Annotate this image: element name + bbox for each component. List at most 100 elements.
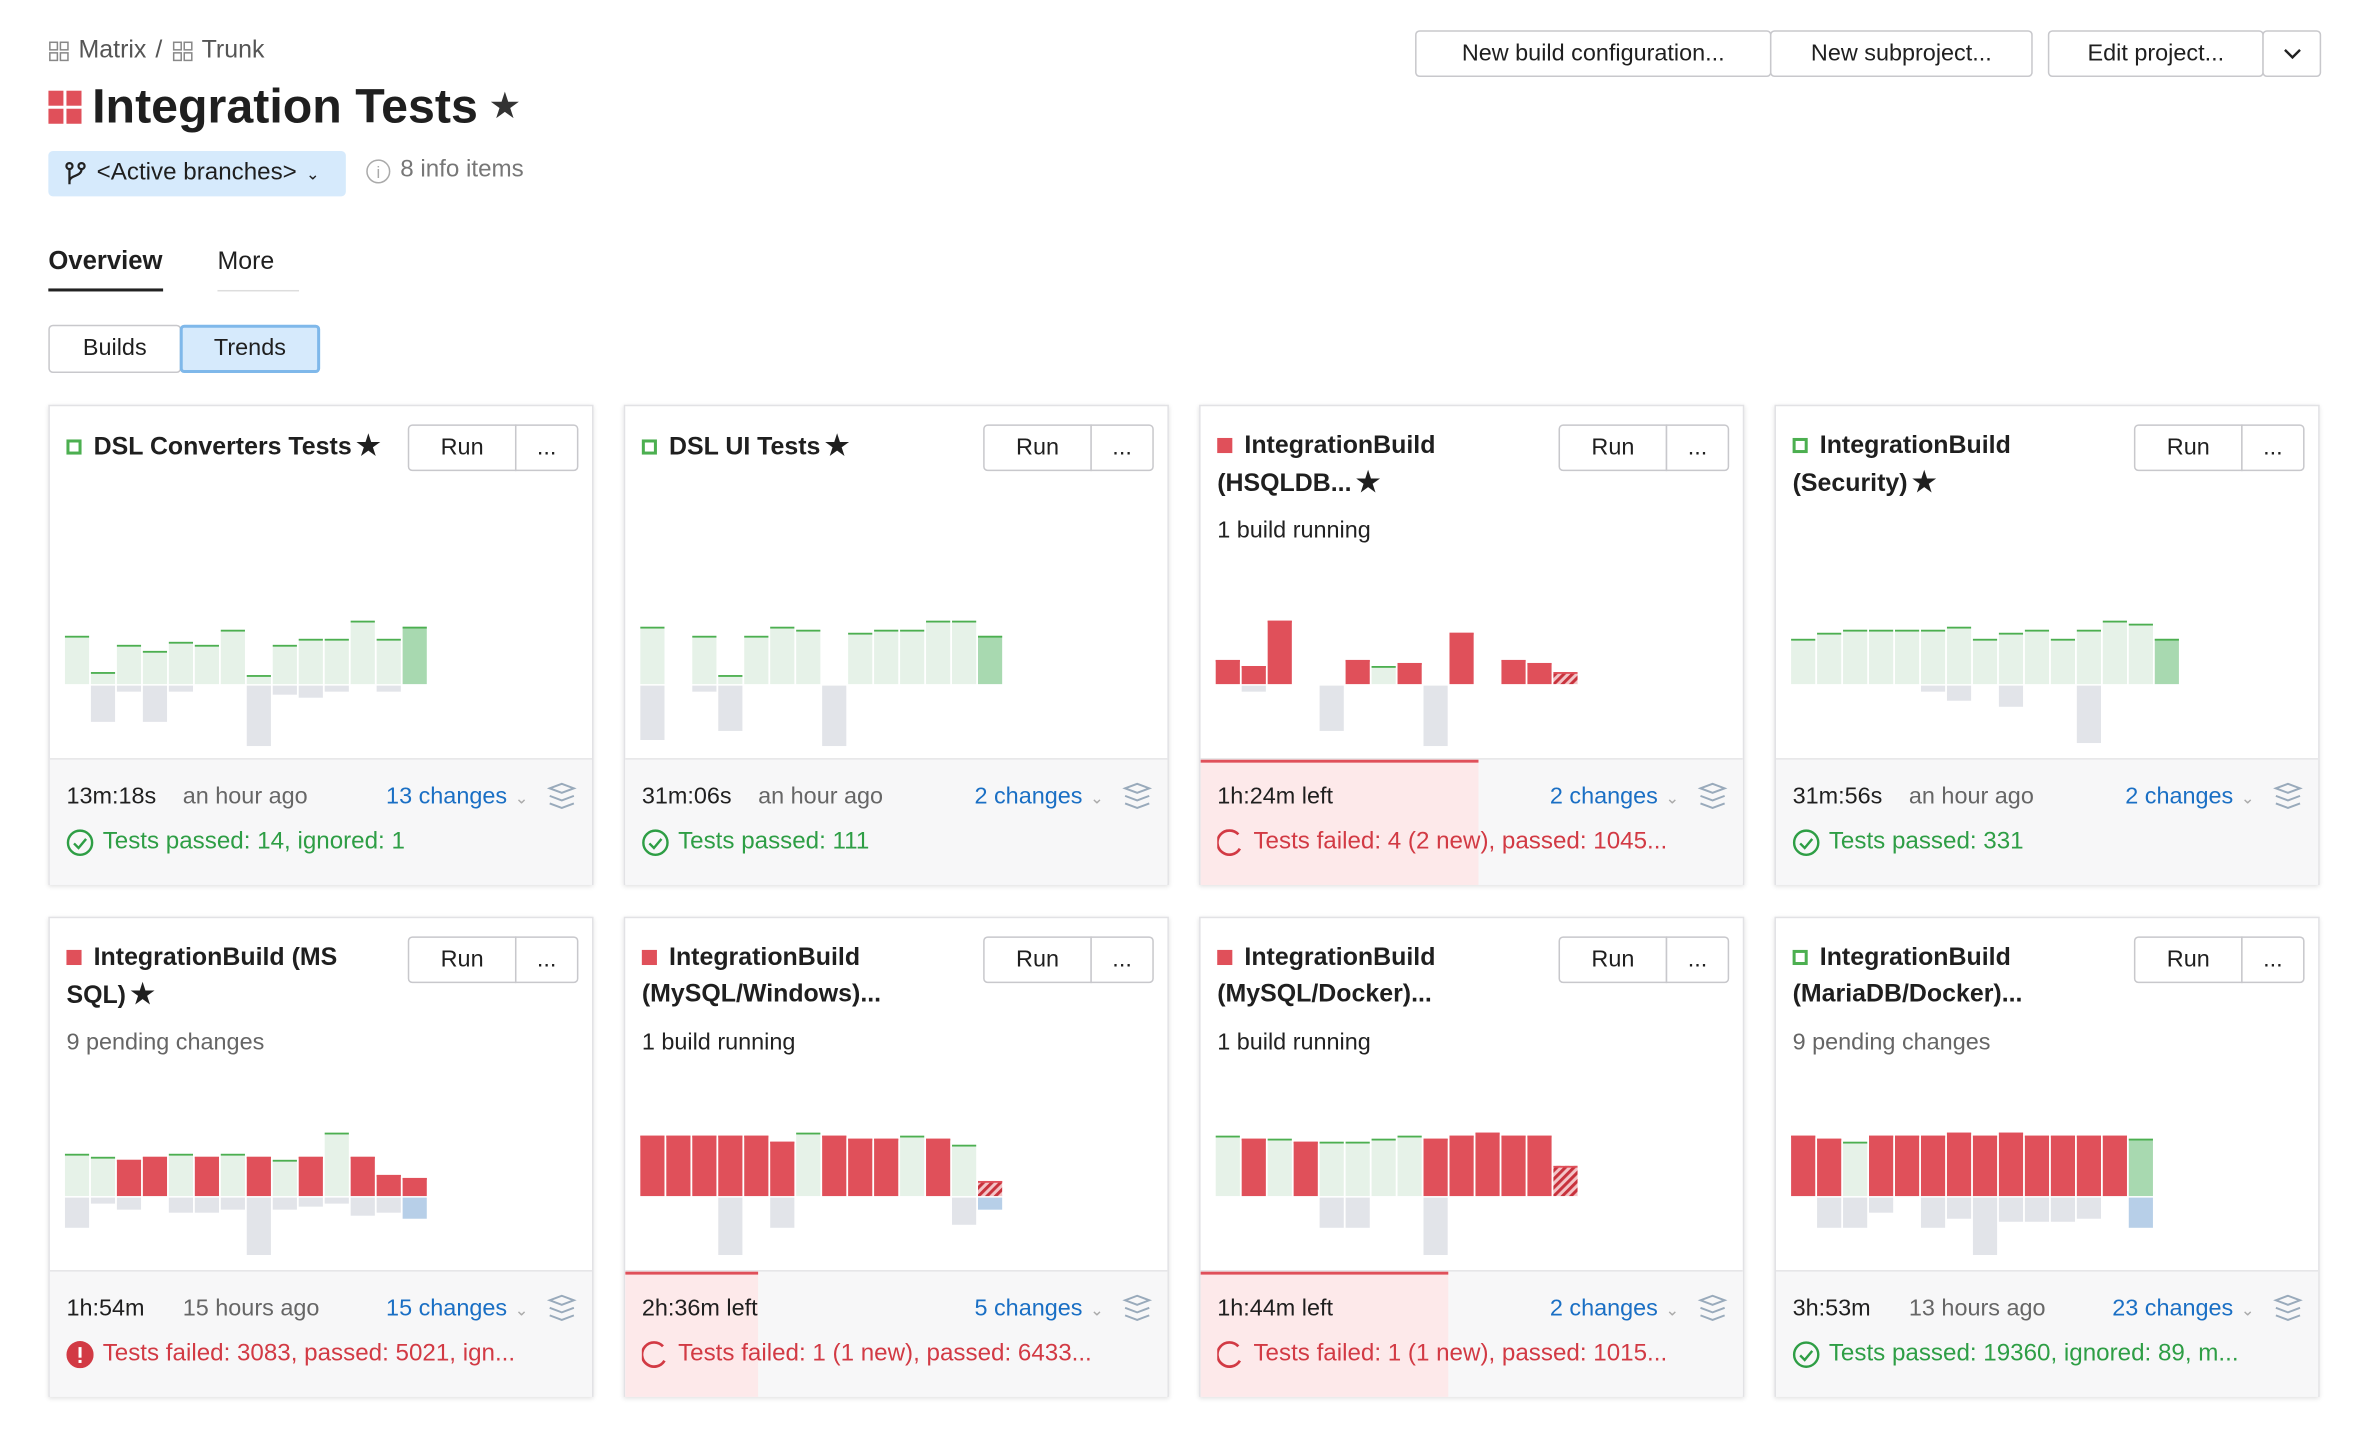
changes-link[interactable]: 15 changes ⌄: [386, 1296, 529, 1323]
wait-bar: [1423, 1197, 1448, 1255]
star[interactable]: ★: [824, 430, 850, 461]
crumb[interactable]: Trunk: [201, 36, 265, 64]
dropdown-button[interactable]: [2262, 30, 2322, 78]
star[interactable]: ★: [130, 978, 155, 1009]
more-button[interactable]: ...: [514, 424, 579, 472]
card-title: IntegrationBuild (MS SQL) ★: [66, 939, 398, 1013]
more-button[interactable]: ...: [1665, 936, 1730, 984]
bar-top: [1894, 629, 1920, 632]
config-name[interactable]: IntegrationBuild (MySQL/Docker)...: [1217, 943, 1436, 1008]
button[interactable]: Edit project...: [2047, 30, 2264, 78]
bar-top: [1345, 659, 1370, 662]
config-name[interactable]: IntegrationBuild (MS SQL): [66, 943, 338, 1009]
status-text[interactable]: Tests failed: 3083, passed: 5021, ign...: [102, 1341, 516, 1367]
info-items[interactable]: i 8 info items: [365, 157, 524, 184]
run-button[interactable]: Run: [2133, 936, 2243, 984]
more-button[interactable]: ...: [1090, 936, 1154, 984]
star[interactable]: ★: [356, 430, 381, 461]
more-button[interactable]: ...: [1090, 424, 1154, 472]
toggle-button[interactable]: Builds: [48, 324, 182, 374]
card-footer: 3h:53m 13 hours ago 23 changes ⌄ Tests passe…: [1775, 1270, 2319, 1397]
time-ago: 15 hours ago: [182, 1295, 320, 1322]
config-name[interactable]: DSL Converters Tests: [93, 433, 352, 461]
status-text[interactable]: Tests failed: 4 (2 new), passed: 1045...: [1253, 829, 1668, 855]
duration-bar: [1241, 1138, 1266, 1197]
run-button[interactable]: Run: [1558, 424, 1668, 472]
status-text[interactable]: Tests passed: 14, ignored: 1: [102, 829, 405, 855]
changes-link[interactable]: 2 changes ⌄: [2125, 784, 2254, 811]
icon-check: [1799, 1350, 1814, 1362]
duration-bar: [194, 1156, 219, 1197]
bar-top: [2128, 1138, 2153, 1141]
bar-top: [2102, 620, 2127, 623]
wait-bar: [1946, 1197, 1972, 1219]
status-text[interactable]: Tests passed: 111: [678, 829, 870, 855]
run-button[interactable]: Run: [983, 936, 1092, 984]
bar-top: [350, 1156, 375, 1159]
tab[interactable]: More: [217, 248, 300, 292]
duration: 1h:44m left: [1217, 1295, 1334, 1322]
bar-top: [2128, 623, 2153, 626]
duration-bar: [246, 675, 271, 685]
config-name[interactable]: IntegrationBuild (MariaDB/Docker)...: [1792, 943, 2023, 1008]
button[interactable]: New subproject...: [1769, 30, 2033, 78]
run-button[interactable]: Run: [1558, 936, 1668, 984]
run-button[interactable]: Run: [983, 424, 1092, 472]
duration-bar: [90, 1156, 116, 1197]
more-button[interactable]: ...: [1665, 424, 1730, 472]
wait-bar: [1345, 1197, 1370, 1228]
icon-bang: [78, 1347, 82, 1358]
status-text[interactable]: Tests passed: 19360, ignored: 89, m...: [1828, 1341, 2239, 1367]
changes-link[interactable]: 2 changes ⌄: [1550, 1296, 1679, 1323]
bar-top: [900, 629, 925, 632]
changes-link[interactable]: 2 changes ⌄: [1550, 784, 1679, 811]
config-name[interactable]: IntegrationBuild (Security): [1792, 431, 2011, 497]
crumb[interactable]: Matrix: [78, 36, 147, 64]
star[interactable]: ★: [488, 86, 521, 127]
wait-bar: [640, 685, 665, 740]
run-button[interactable]: Run: [407, 424, 517, 472]
icon-ring: [1792, 829, 1820, 856]
more-button[interactable]: ...: [2241, 936, 2305, 984]
config-name[interactable]: DSL UI Tests: [669, 433, 821, 461]
changes-link[interactable]: 13 changes ⌄: [386, 784, 529, 811]
bar-top: [1791, 638, 1816, 641]
button[interactable]: New build configuration...: [1415, 30, 1772, 78]
run-button[interactable]: Run: [407, 936, 517, 984]
wait-bar: [246, 1197, 271, 1255]
status-text[interactable]: Tests failed: 1 (1 new), passed: 6433...: [678, 1341, 1092, 1367]
star[interactable]: ★: [1912, 466, 1937, 497]
more-button[interactable]: ...: [2241, 424, 2305, 472]
bar-top: [1475, 1132, 1500, 1135]
trend-chart: [640, 1132, 1003, 1255]
card-subtitle: 9 pending changes: [1792, 1029, 1991, 1056]
toggle-button[interactable]: Trends: [179, 324, 321, 374]
wait-bar: [1920, 1197, 1946, 1228]
bar-top: [1553, 672, 1578, 674]
bar-top: [194, 644, 219, 647]
config-name[interactable]: IntegrationBuild (MySQL/Windows)...: [641, 943, 882, 1008]
duration-bar: [168, 641, 194, 685]
bar-top: [770, 1141, 795, 1144]
icon-check: [648, 838, 663, 850]
duration-bar: [2076, 629, 2101, 685]
wait-bar: [272, 685, 297, 695]
status-text[interactable]: Tests failed: 1 (1 new), passed: 1015...: [1253, 1341, 1668, 1367]
changes-link[interactable]: 5 changes ⌄: [974, 1296, 1103, 1323]
wait-bar: [64, 1197, 90, 1228]
trend-chart: [1215, 620, 1578, 747]
wait-bar: [718, 685, 743, 731]
more-button[interactable]: ...: [514, 936, 579, 984]
status-text[interactable]: Tests passed: 331: [1828, 829, 2024, 855]
changes-link[interactable]: 23 changes ⌄: [2112, 1296, 2255, 1323]
config-name[interactable]: IntegrationBuild (HSQLDB...: [1217, 431, 1436, 497]
changes-link[interactable]: 2 changes ⌄: [974, 784, 1103, 811]
run-button[interactable]: Run: [2133, 424, 2243, 472]
bar-top: [796, 629, 821, 632]
star[interactable]: ★: [1356, 466, 1381, 497]
card-footer: 1h:54m 15 hours ago 15 changes ⌄ Tests faile…: [49, 1270, 592, 1397]
branch-selector[interactable]: <Active branches> ⌄: [48, 151, 346, 197]
tab[interactable]: Overview: [48, 246, 163, 292]
info-icon: i: [366, 158, 391, 183]
card-title: IntegrationBuild (MariaDB/Docker)...: [1792, 939, 2125, 1011]
